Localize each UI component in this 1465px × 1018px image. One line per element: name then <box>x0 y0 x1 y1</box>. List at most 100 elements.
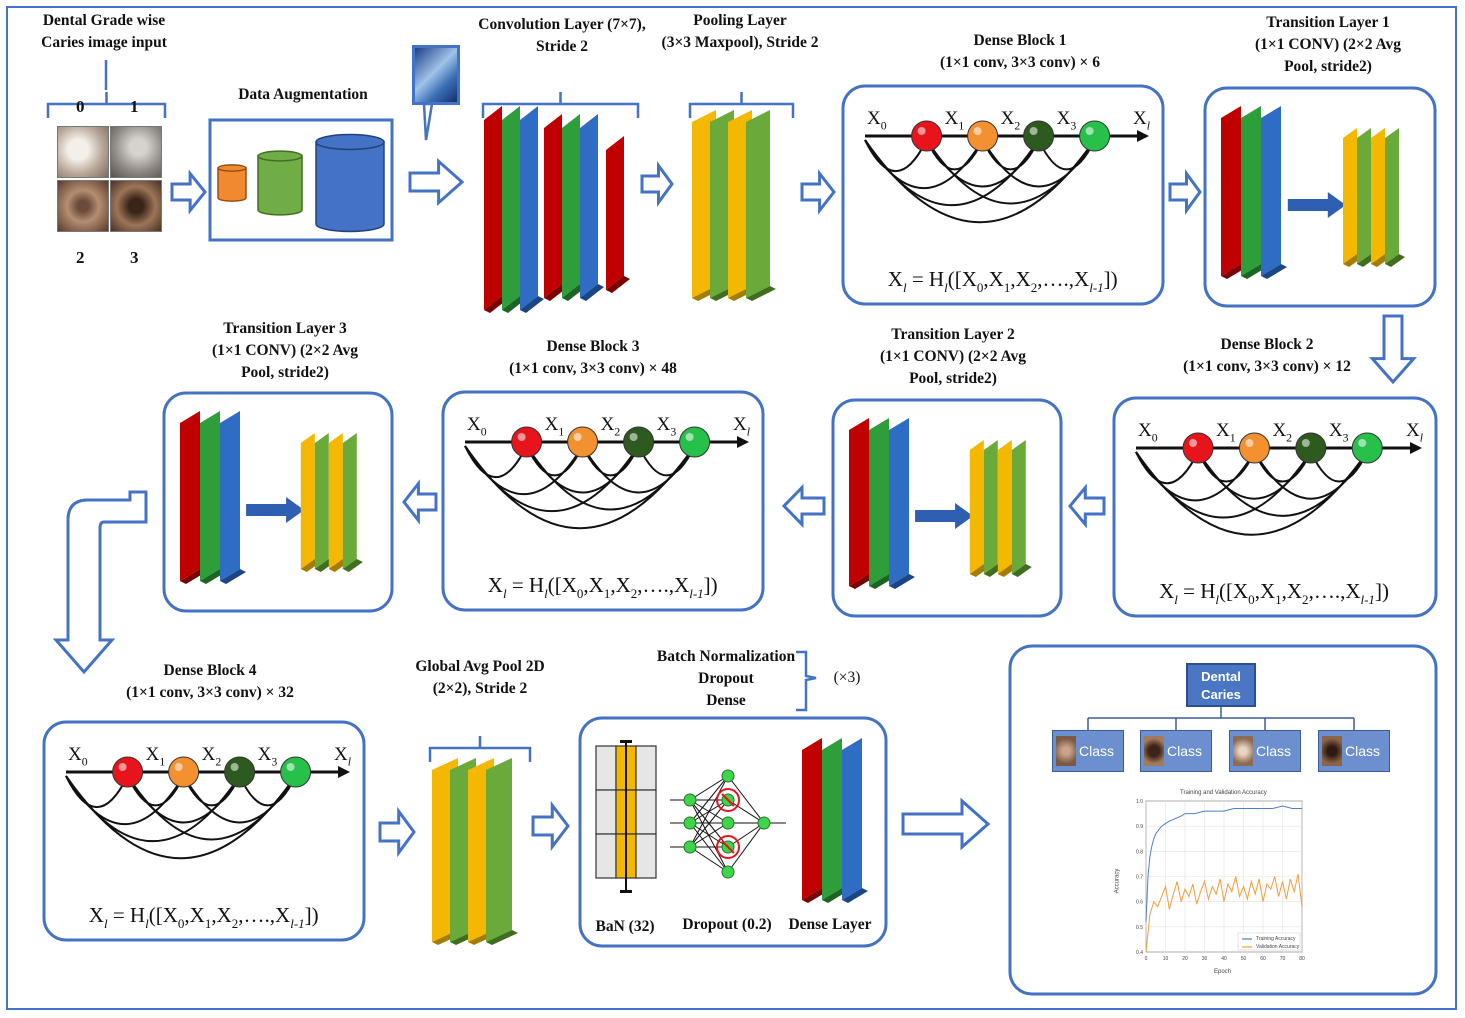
bn-cell-1-2 <box>635 789 657 835</box>
conv-slab-2 <box>520 106 544 313</box>
dense-block-3-node-label-2: X2 <box>601 414 621 438</box>
dropout-network <box>670 769 786 879</box>
batchnorm-stack <box>595 740 657 893</box>
chart-xtick-label: 0 <box>1145 956 1148 962</box>
dense-block-3-axis-arrowhead <box>737 436 749 448</box>
transition-2-conv-slab-2-face <box>889 418 909 586</box>
chart-xtick-label: 10 <box>1163 956 1169 962</box>
arrow-dense3-to-transition3 <box>402 479 438 525</box>
medium-cylinder <box>257 150 303 216</box>
dense-slab-2 <box>842 738 868 903</box>
dense-block-2-arc-2-4 <box>1253 451 1369 500</box>
conv-title: Convolution Layer (7×7), Stride 2 <box>478 16 646 55</box>
arrow-dense4-to-gap <box>378 806 416 858</box>
chart-xlabel: Epoch <box>1214 969 1232 975</box>
chart-ytick-label: 0.9 <box>1136 824 1143 830</box>
chart-legend-validation: Validation Accuracy <box>1256 944 1300 950</box>
chart-xtick-label: 40 <box>1221 956 1227 962</box>
dense-slab-0-edge <box>802 888 828 903</box>
nn-node <box>721 816 735 830</box>
dense-block-4-node-2 <box>224 756 256 788</box>
conv-slab-2-face <box>520 106 538 310</box>
dense-block-2-arc-3-4 <box>1309 451 1369 483</box>
chart-legend-training: Training Accuracy <box>1256 936 1296 942</box>
dense-block-4-node-label-3: X3 <box>258 744 278 768</box>
transition-3-title: Transition Layer 3 (1×1 CONV) (2×2 Avg P… <box>211 320 359 381</box>
chart-series-0 <box>1145 805 1302 922</box>
class-3-label: Class 3 <box>1345 743 1381 799</box>
dense-slab-2-face <box>842 738 862 900</box>
transition-2-pool-slab-1-face <box>983 440 998 574</box>
dense-block-4-node-0 <box>112 756 144 788</box>
caries-image-grade-2 <box>57 180 109 232</box>
nn-edge <box>689 846 729 873</box>
input-bracket <box>46 92 167 118</box>
dense-block-1-title: Dense Block 1 (1×1 conv, 3×3 conv) × 6 <box>940 32 1100 71</box>
dense-slab-2-edge <box>842 888 868 903</box>
class-0-label: Class 0 <box>1079 743 1115 799</box>
class-tree <box>1087 707 1355 730</box>
transition-1-title: Transition Layer 1 (1×1 CONV) (2×2 Avg P… <box>1254 14 1402 75</box>
arrow-dense1-to-transition1 <box>1168 169 1202 215</box>
transition-1-conv-slab-2 <box>1261 106 1287 279</box>
dense-block-3-node-shine-1 <box>573 433 582 441</box>
dense-block-1-node-label-4: Xl <box>1133 108 1151 132</box>
transition-1-conv-slab-0-edge <box>1221 264 1247 279</box>
grade-2: 2 <box>76 248 85 267</box>
dense-block-3-node-label-4: Xl <box>733 414 751 438</box>
class-1-image <box>1144 736 1164 766</box>
class-0-box: Class 0 <box>1052 730 1124 799</box>
dense-block-2-node-label-3: X3 <box>1329 420 1349 444</box>
conv-slab-6 <box>606 136 630 293</box>
transition-3-conv-slab-0-edge <box>180 569 206 584</box>
transition-2-conv-slab-2-edge <box>889 574 915 589</box>
chart-ytick-label: 0.5 <box>1136 925 1143 931</box>
transition-3-conv-slab-0-face <box>180 411 200 581</box>
conv-slab-0-face <box>484 106 502 310</box>
transition-2-pool-slab-3-edge <box>1011 564 1032 577</box>
class-1-label: Class 1 <box>1167 743 1203 799</box>
dense-block-1-node-0 <box>911 120 943 152</box>
dense-block-3-node-shine-3 <box>685 433 694 441</box>
conv-slab-6-face <box>606 136 624 290</box>
conv-slab-5-face <box>580 114 598 298</box>
dense-block-1-node-label-3: X3 <box>1057 108 1077 132</box>
transition-3-pool-slab-1-face <box>314 433 329 569</box>
dense-block-3-node-1 <box>567 426 599 458</box>
dense-block-4-node-3 <box>280 756 312 788</box>
dense-block-4-node-shine-0 <box>118 763 127 771</box>
dense-block-2-axis-arrowhead <box>1410 442 1422 454</box>
dense-block-2-node-3 <box>1351 432 1383 464</box>
dense-block-1-node-shine-1 <box>973 127 982 135</box>
transition-3-arrow <box>246 497 305 523</box>
dense-block-2-node-shine-1 <box>1245 439 1254 447</box>
dense-block-4-axis-arrowhead <box>338 766 350 778</box>
chart-xtick-label: 20 <box>1182 956 1188 962</box>
dense-block-2-node-2 <box>1295 432 1327 464</box>
conv-slab-3-face <box>544 114 562 298</box>
transition-2-conv-slab-1 <box>869 418 895 589</box>
dense-slab-1-edge <box>822 888 848 903</box>
chart-series-1 <box>1145 873 1303 953</box>
transition-2-conv-slab-0-edge <box>849 574 875 589</box>
bn-cell-0-2 <box>635 745 657 791</box>
large-cylinder-body <box>315 141 385 233</box>
dense-layer-label: Dense Layer <box>788 916 872 933</box>
dense-slab-0-face <box>802 738 822 900</box>
transition-3-conv-slab-2 <box>220 411 246 584</box>
dense-block-1-node-label-1: X1 <box>945 108 965 132</box>
dense-block-3-graph: X0 X1 X2 X3 Xl Xl = Hl([X0,X1,X2,….,Xl-1]) <box>464 414 751 601</box>
dense-block-3-title: Dense Block 3 (1×1 conv, 3×3 conv) × 48 <box>509 338 677 377</box>
transition-1-pool-slab-1-face <box>1357 128 1371 264</box>
dense-block-4-arc-2-4 <box>182 775 297 824</box>
class-2-box: Class 2 <box>1229 730 1301 799</box>
transition-2-conv-slab-2 <box>889 418 915 589</box>
medium-cylinder-body <box>257 155 303 216</box>
chart-ytick-label: 0.8 <box>1136 849 1143 855</box>
transition-1-conv-slab-2-face <box>1261 106 1281 276</box>
dense-block-3-arc-3-4 <box>637 445 696 477</box>
dense-block-1-node-shine-3 <box>1085 127 1094 135</box>
class-1-box: Class 1 <box>1140 730 1212 799</box>
transition-2-pool-slab-0-face <box>969 440 984 574</box>
bn-top-cap <box>620 740 632 743</box>
